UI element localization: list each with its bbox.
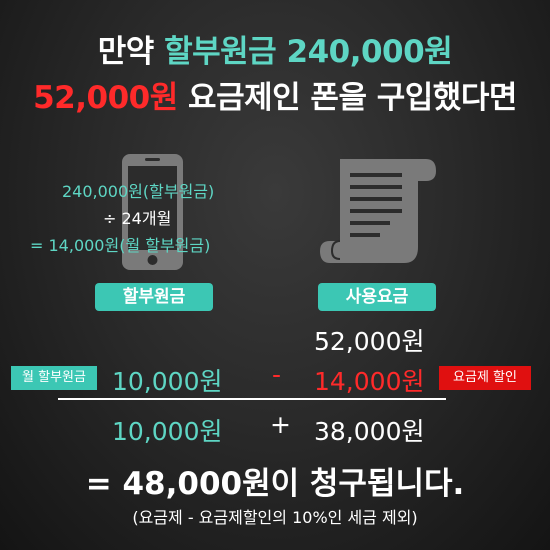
smartphone-icon [120,152,185,272]
plan-fee-value: 52,000원 [314,327,425,356]
monthly-installment-value: 10,000원 [112,367,223,396]
tax-footnote: (요금제 - 요금제할인의 10%인 세금 제외) [132,508,418,527]
headline-line-2: 52,000원 요금제인 폰을 구입했다면 [0,72,550,117]
usage-fee-label: 사용요금 [318,283,436,311]
calc-line-2: ÷ 24개월 [103,205,171,229]
plan-discount-tag: 요금제 할인 [439,366,531,390]
headline-plan-fee: 52,000원 [33,80,178,116]
headline-suffix: 요금제인 폰을 구입했다면 [177,80,517,116]
total-charge: = 48,000원이 청구됩니다. [85,466,465,502]
receipt-scroll-icon [318,155,438,267]
headline-prefix: 만약 [97,34,165,70]
result-installment: 10,000원 [112,417,223,446]
installment-label: 할부원금 [95,283,213,311]
monthly-installment-tag: 월 할부원금 [11,366,97,390]
minus-sign: - [272,360,282,389]
calc-line-3: = 14,000원(월 할부원금) [30,236,211,255]
calc-line-1: 240,000원(할부원금) [62,182,215,201]
result-usage-fee: 38,000원 [314,417,425,446]
headline-line-1: 만약 할부원금 240,000원 [0,26,550,71]
discount-value: 14,000원 [314,367,425,396]
calc-line-2-text: ÷ 24개월 [103,209,172,228]
sum-divider [58,398,446,400]
headline-installment: 할부원금 240,000원 [164,34,453,70]
plus-sign: + [270,410,291,439]
